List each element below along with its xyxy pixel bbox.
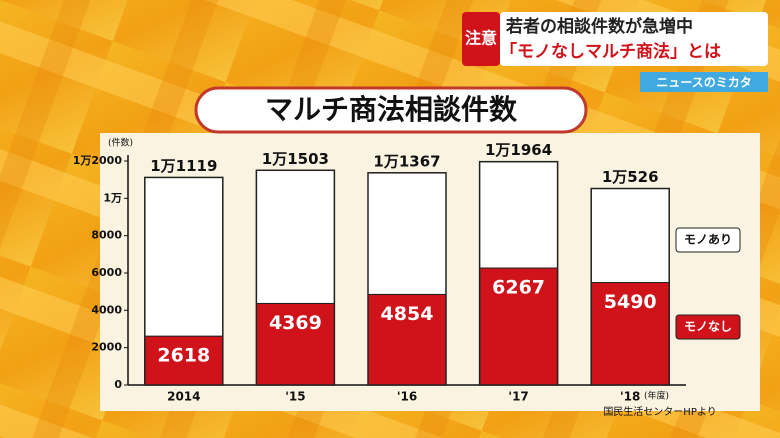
total-label: 1万1119 (150, 157, 217, 175)
legend-label: モノあり (684, 233, 732, 247)
chart-title: マルチ商法相談件数 (265, 93, 518, 126)
bar-segment (479, 161, 559, 269)
bar-outline (367, 172, 447, 386)
legend-label: モノなし (684, 320, 732, 334)
badge: 注意 (465, 29, 497, 48)
bar-outline (255, 169, 336, 386)
y-tick-label: 8000 (91, 229, 122, 242)
bar-segment (590, 282, 670, 386)
y-tick-label: 1万2000 (73, 154, 123, 167)
value-label: 4369 (269, 312, 322, 334)
badge-box (462, 12, 500, 66)
x-tick-label: '15 (285, 390, 305, 404)
bar-segment (479, 267, 559, 386)
headline: 若者の相談件数が急増中 (505, 16, 693, 37)
logo-box (640, 72, 768, 92)
total-label: 1万1503 (262, 150, 329, 168)
bar-segment (144, 176, 224, 337)
bar-segment (367, 172, 447, 295)
bar-outline (144, 176, 224, 386)
legend-box (675, 314, 741, 340)
total-label: 1万1964 (485, 141, 552, 159)
y-tick-label: 0 (114, 378, 122, 391)
headline: 「モノなしマルチ商法」とは (500, 41, 721, 62)
value-label: 6267 (492, 277, 545, 299)
bar-segment (255, 169, 335, 304)
bar-segment (255, 302, 335, 386)
total-label: 1万526 (602, 168, 659, 186)
bar-outline (478, 160, 559, 386)
source: 国民生活センターHPより (603, 405, 716, 418)
y-tick-label: 1万 (103, 191, 122, 204)
headline-box (500, 12, 768, 66)
value-label: 2618 (157, 345, 210, 367)
y-tick-label: 2000 (91, 341, 122, 354)
x-tick-label: '17 (508, 390, 528, 404)
value-label: 5490 (604, 291, 657, 313)
logo: ニュースのミカタ (656, 76, 751, 90)
total-label: 1万1367 (373, 152, 440, 170)
value-label: 4854 (381, 303, 434, 325)
x-tick-label: 2014 (167, 390, 200, 404)
y-unit: (件数) (108, 137, 133, 149)
x-unit: (年度) (644, 390, 669, 402)
x-tick-label: '16 (397, 390, 417, 404)
y-tick-label: 4000 (91, 303, 122, 316)
x-tick-label: '18 (620, 390, 640, 404)
bar-outline (590, 187, 670, 386)
title-box (194, 86, 588, 134)
y-tick-label: 6000 (91, 266, 122, 279)
legend-box (675, 227, 741, 253)
bar-segment (590, 188, 670, 284)
